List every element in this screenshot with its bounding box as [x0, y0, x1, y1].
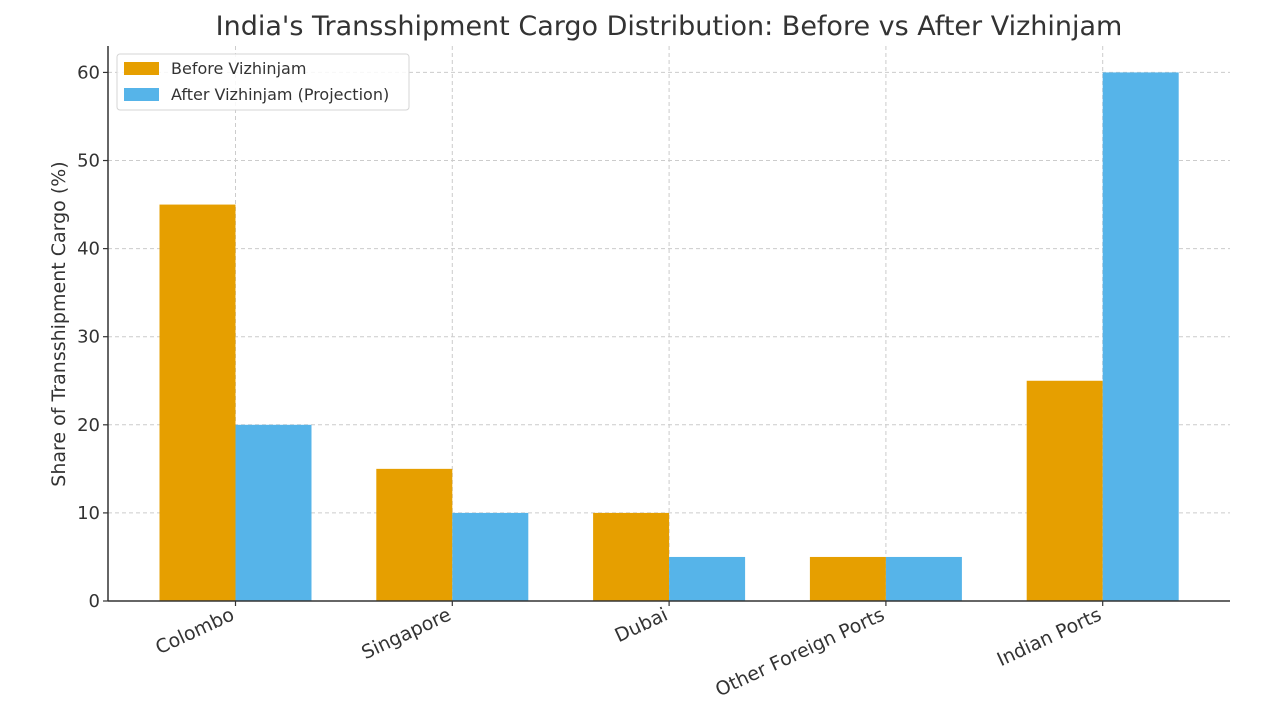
legend-label-before: Before Vizhinjam: [171, 59, 306, 78]
y-axis-ticks: 0 10 20 30 40 50 60: [77, 62, 108, 612]
legend: Before Vizhinjam After Vizhinjam (Projec…: [116, 53, 410, 111]
legend-label-after: After Vizhinjam (Projection): [171, 85, 389, 104]
x-tick-label: Colombo: [152, 604, 237, 659]
y-tick-label: 20: [77, 415, 100, 436]
x-tick-label: Singapore: [358, 604, 454, 664]
y-tick-label: 30: [77, 327, 100, 348]
bar-before: [593, 512, 670, 601]
bar-after: [452, 512, 529, 601]
y-axis-label: Share of Transshipment Cargo (%): [48, 161, 70, 486]
bar-after: [1102, 72, 1179, 601]
y-tick-label: 10: [77, 503, 100, 524]
bar-after: [669, 556, 746, 601]
bar-before: [1026, 380, 1103, 601]
legend-box: [116, 53, 410, 111]
legend-swatch-after: [124, 88, 159, 101]
y-tick-label: 0: [89, 591, 100, 612]
x-tick-label: Dubai: [611, 604, 671, 647]
y-tick-label: 60: [77, 62, 100, 83]
bar-before: [159, 204, 236, 602]
bar-before: [376, 468, 453, 601]
x-tick-label: Other Foreign Ports: [712, 604, 888, 702]
y-tick-label: 50: [77, 151, 100, 172]
x-axis-ticks: Colombo Singapore Dubai Other Foreign Ports…: [152, 601, 1105, 701]
legend-swatch-before: [124, 62, 159, 75]
bar-after: [885, 556, 962, 601]
x-tick-label: Indian Ports: [994, 604, 1105, 671]
bar-after: [235, 424, 312, 601]
y-tick-label: 40: [77, 239, 100, 260]
bar-before: [809, 556, 886, 601]
bars: [159, 72, 1179, 602]
chart-title: India's Transshipment Cargo Distribution…: [216, 11, 1123, 42]
